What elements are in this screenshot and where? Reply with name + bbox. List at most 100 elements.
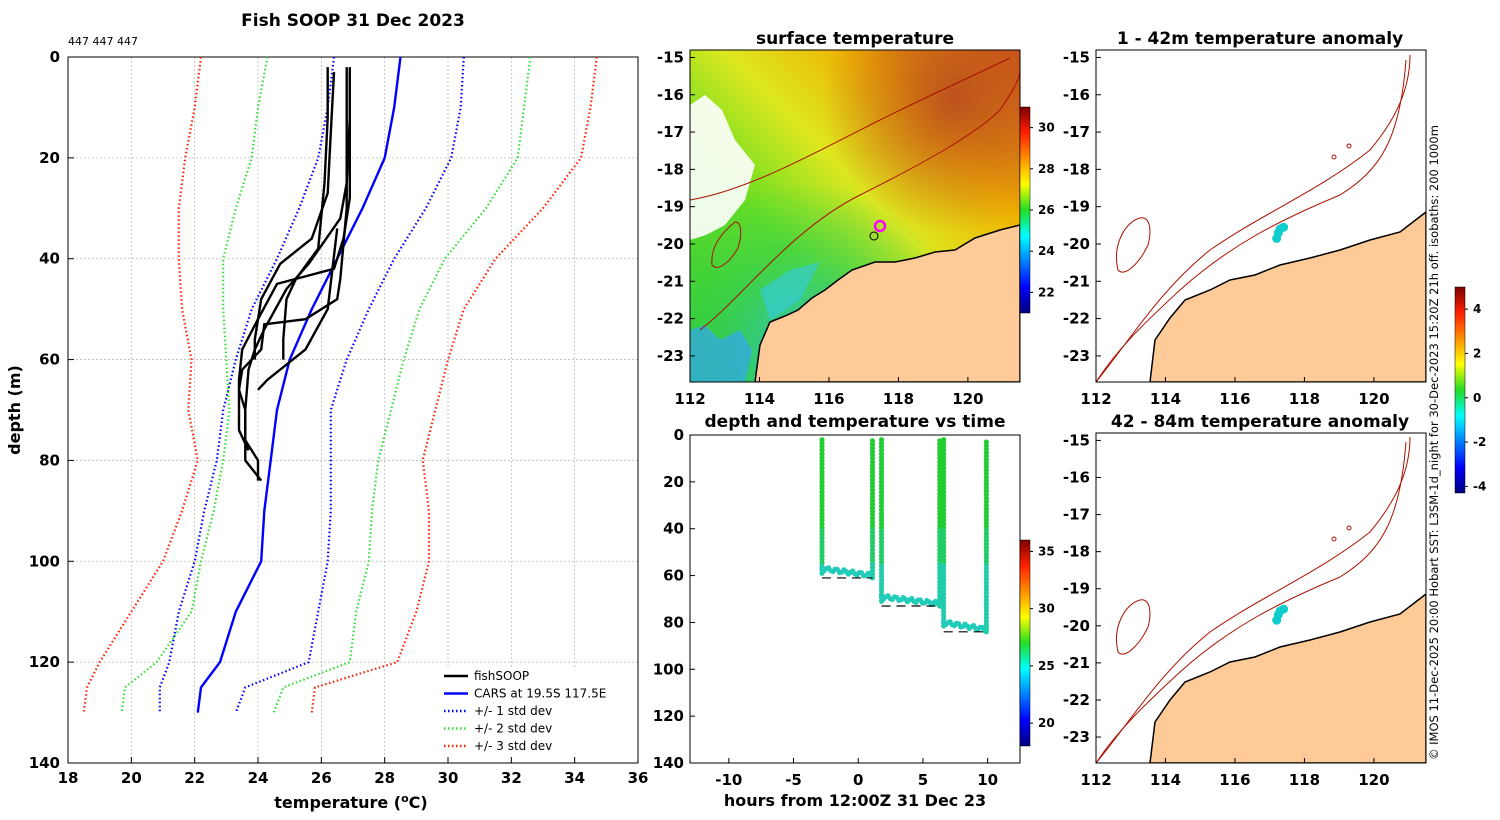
x-tick-label: 34 xyxy=(564,769,585,787)
sst-axes: 112 114 116 118 120 -15 -16 -17 -18 -19 -20 -21 -22 -… xyxy=(657,48,984,408)
y-tick-label: -23 xyxy=(1063,728,1090,746)
sst-title: surface temperature xyxy=(756,29,954,49)
colorbar-tick-label: 22 xyxy=(1038,285,1055,299)
x-tick-label: 24 xyxy=(248,769,269,787)
colorbar-tick-label: -2 xyxy=(1473,435,1486,449)
x-tick-label: 0 xyxy=(853,771,863,789)
y-tick-label: -22 xyxy=(1063,691,1090,709)
x-tick-label: 5 xyxy=(918,771,928,789)
id-label: 447 447 447 xyxy=(68,35,138,48)
y-tick-label: -15 xyxy=(1063,48,1090,66)
anom-deep-map xyxy=(1096,436,1426,763)
x-tick-label: 118 xyxy=(883,390,914,408)
series-cars-at-19-5s-117-5e xyxy=(196,56,402,713)
legend-label: +/- 2 std dev xyxy=(474,722,552,736)
y-tick-label: 100 xyxy=(653,660,684,678)
x-tick-label: 120 xyxy=(1358,390,1389,408)
x-tick-label: 10 xyxy=(977,771,998,789)
y-tick-label: -22 xyxy=(657,310,684,328)
plot-frame xyxy=(67,56,639,764)
colorbar-tick-label: 4 xyxy=(1473,302,1481,316)
sst-field xyxy=(690,50,1020,382)
x-tick-label: 114 xyxy=(1150,390,1181,408)
main-title: Fish SOOP 31 Dec 2023 xyxy=(241,11,465,31)
colorbar-tick-label: 35 xyxy=(1038,544,1055,558)
anom-shallow-title: 1 - 42m temperature anomaly xyxy=(1117,29,1403,49)
x-tick-label: 114 xyxy=(744,390,775,408)
x-tick-label: -10 xyxy=(715,771,742,789)
series--1-std xyxy=(234,56,465,713)
track-point xyxy=(983,439,989,445)
anom-deep-axes: 112 114 116 118 120 -15 -16 -17 -18 -19 -20 -21 -22 -… xyxy=(1063,431,1390,789)
depth-time-colorbar-ticks: 20 25 30 35 xyxy=(1030,544,1055,730)
y-tick-label: 0 xyxy=(50,48,60,66)
anomaly-point xyxy=(1275,224,1285,234)
tow-track xyxy=(878,437,943,609)
x-tick-label: 118 xyxy=(1289,390,1320,408)
x-tick-label: 120 xyxy=(952,390,983,408)
tow-track xyxy=(819,437,876,581)
y-tick-label: -23 xyxy=(1063,347,1090,365)
colorbar-tick-label: 24 xyxy=(1038,244,1055,258)
y-tick-label: -20 xyxy=(1063,617,1090,635)
y-tick-label: -17 xyxy=(1063,506,1090,524)
y-tick-label: 140 xyxy=(653,754,684,772)
colorbar-tick-label: -4 xyxy=(1473,479,1486,493)
series-fishsoop-cast-3 xyxy=(244,67,351,482)
legend-label: CARS at 19.5S 117.5E xyxy=(474,687,606,701)
colorbar-tick-label: 2 xyxy=(1473,346,1481,360)
series-fishsoop-cast-6 xyxy=(257,228,339,391)
depth-time-title: depth and temperature vs time xyxy=(705,412,1006,432)
series-fishsoop-cast-2 xyxy=(253,72,336,360)
x-tick-label: 116 xyxy=(1219,390,1250,408)
depth-time-colorbar xyxy=(1019,539,1031,747)
y-tick-label: -16 xyxy=(657,86,684,104)
legend-label: fishSOOP xyxy=(474,669,529,683)
y-tick-label: 100 xyxy=(29,552,60,570)
sst-colorbar xyxy=(1019,106,1031,314)
y-tick-label: 40 xyxy=(39,250,60,268)
y-tick-label: -21 xyxy=(657,272,684,290)
colorbar-tick-label: 20 xyxy=(1038,716,1055,730)
x-tick-label: 22 xyxy=(184,769,205,787)
y-tick-label: -21 xyxy=(1063,654,1090,672)
y-tick-label: 60 xyxy=(663,567,684,585)
y-tick-label: 40 xyxy=(663,520,684,538)
y-tick-label: -17 xyxy=(657,123,684,141)
y-tick-label: -17 xyxy=(1063,123,1090,141)
legend-label: +/- 1 std dev xyxy=(474,704,552,718)
series--3-std xyxy=(310,56,598,713)
x-tick-label: 32 xyxy=(501,769,522,787)
y-tick-label: -20 xyxy=(1063,235,1090,253)
y-tick-label: -15 xyxy=(657,48,684,66)
anom-shallow-map xyxy=(1096,54,1426,382)
x-tick-label: 116 xyxy=(813,390,844,408)
y-tick-label: -23 xyxy=(657,347,684,365)
colorbar-tick-label: 28 xyxy=(1038,162,1055,176)
x-tick-label: 18 xyxy=(58,769,79,787)
y-tick-label: -19 xyxy=(657,198,684,216)
legend-label: +/- 3 std dev xyxy=(474,739,552,753)
y-tick-label: 80 xyxy=(663,613,684,631)
x-tick-label: -5 xyxy=(785,771,802,789)
y-tick-label: 60 xyxy=(39,351,60,369)
x-tick-label: 20 xyxy=(121,769,142,787)
y-tick-label: 140 xyxy=(29,754,60,772)
legend-box xyxy=(440,668,630,756)
colorbar-tick-label: 25 xyxy=(1038,659,1055,673)
colorbar-tick-label: 30 xyxy=(1038,121,1055,135)
x-tick-label: 118 xyxy=(1289,771,1320,789)
x-tick-label: 28 xyxy=(374,769,395,787)
y-tick-label: -19 xyxy=(1063,580,1090,598)
anom-shallow-points xyxy=(1272,222,1289,243)
x-tick-label: 112 xyxy=(1080,771,1111,789)
colorbar-tick-label: 30 xyxy=(1038,602,1055,616)
y-tick-label: 20 xyxy=(39,149,60,167)
y-tick-label: -19 xyxy=(1063,198,1090,216)
anom-deep-points xyxy=(1272,604,1289,625)
y-tick-label: 0 xyxy=(674,426,684,444)
series--2-std xyxy=(272,56,532,713)
sst-land xyxy=(754,224,1020,382)
